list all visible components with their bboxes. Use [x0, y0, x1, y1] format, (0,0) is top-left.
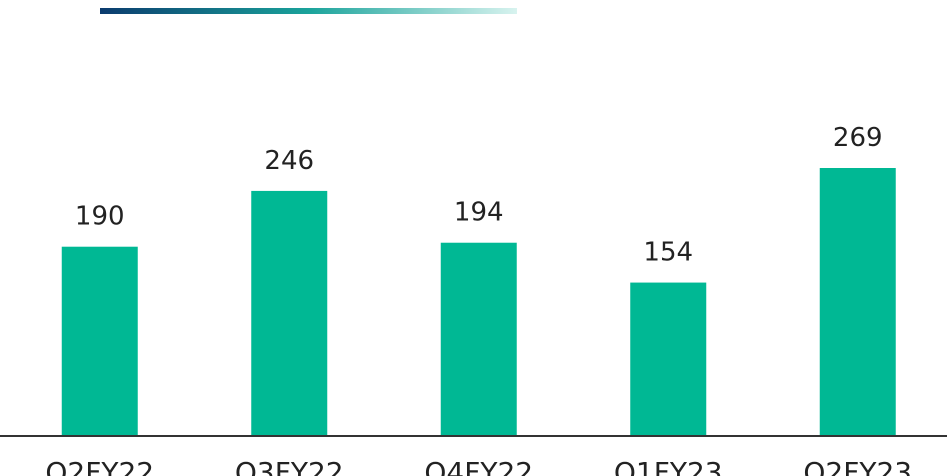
value-label: 154: [643, 238, 693, 268]
bar: [630, 282, 707, 436]
plot-area: 190 Q2FY22 246 Q3FY22 194 Q4FY22 154 Q1FY23 269 Q…: [45, 123, 912, 476]
x-tick-label: Q3FY22: [235, 456, 344, 476]
value-label: 190: [75, 202, 125, 232]
x-tick-label: Q2FY22: [45, 456, 154, 476]
value-label: 194: [454, 198, 504, 228]
bar: [251, 190, 328, 436]
value-label: 269: [833, 123, 883, 153]
bar: [440, 242, 517, 436]
bar: [61, 246, 138, 436]
bar: [819, 168, 896, 436]
x-tick-label: Q2FY23: [803, 456, 912, 476]
x-tick-label: Q1FY23: [614, 456, 723, 476]
header-accent: [100, 8, 517, 14]
value-label: 246: [264, 146, 314, 176]
x-tick-label: Q4FY22: [424, 456, 533, 476]
